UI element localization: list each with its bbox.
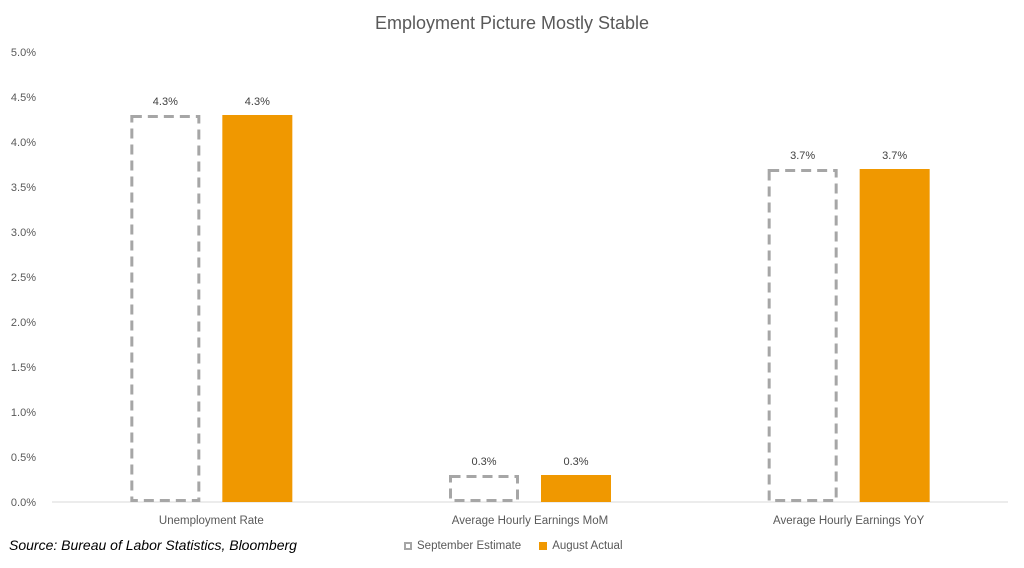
legend-item-september-estimate: September Estimate <box>404 540 521 552</box>
y-tick-label: 1.5% <box>11 362 36 374</box>
data-label: 0.3% <box>563 456 588 468</box>
x-category-label: Average Hourly Earnings MoM <box>452 515 608 527</box>
data-label: 4.3% <box>153 96 178 108</box>
legend-item-august-actual: August Actual <box>539 540 623 552</box>
bar-august-actual <box>859 169 930 502</box>
y-tick-label: 0.5% <box>11 452 36 464</box>
chart-title: Employment Picture Mostly Stable <box>375 13 649 33</box>
bar-august-actual <box>541 475 611 502</box>
category-labels: Unemployment Rate Average Hourly Earnings… <box>159 515 925 527</box>
bar-august-actual <box>222 115 293 502</box>
y-tick-label: 4.0% <box>11 137 36 149</box>
y-axis: 0.0% 0.5% 1.0% 1.5% 2.0% 2.5% 3.0% 3.5% 4.0% 4.5%… <box>11 47 36 509</box>
legend-label-september-estimate: September Estimate <box>417 540 522 552</box>
y-tick-label: 0.0% <box>11 497 36 509</box>
data-label: 4.3% <box>245 96 270 108</box>
legend-label-august-actual: August Actual <box>552 540 623 552</box>
y-tick-label: 3.5% <box>11 182 36 194</box>
data-label: 3.7% <box>882 150 907 162</box>
y-tick-label: 3.0% <box>11 227 36 239</box>
bar-september-estimate <box>130 115 201 502</box>
legend: September Estimate August Actual <box>404 540 623 552</box>
bar-september-estimate <box>767 169 838 502</box>
bar-september-estimate <box>449 475 519 502</box>
bars: 4.3% 4.3% 0.3% 0.3% 3.7% 3.7% <box>130 96 930 502</box>
y-tick-label: 2.5% <box>11 272 36 284</box>
y-tick-label: 5.0% <box>11 47 36 59</box>
y-tick-label: 2.0% <box>11 317 36 329</box>
legend-swatch-august-actual <box>539 542 548 550</box>
y-tick-label: 4.5% <box>11 92 36 104</box>
x-category-label: Unemployment Rate <box>159 515 264 527</box>
data-label: 0.3% <box>471 456 496 468</box>
legend-swatch-september-estimate <box>404 542 412 550</box>
y-tick-label: 1.0% <box>11 407 36 419</box>
x-category-label: Average Hourly Earnings YoY <box>773 515 925 527</box>
data-label: 3.7% <box>790 150 815 162</box>
source-note: Source: Bureau of Labor Statistics, Bloo… <box>9 537 297 553</box>
